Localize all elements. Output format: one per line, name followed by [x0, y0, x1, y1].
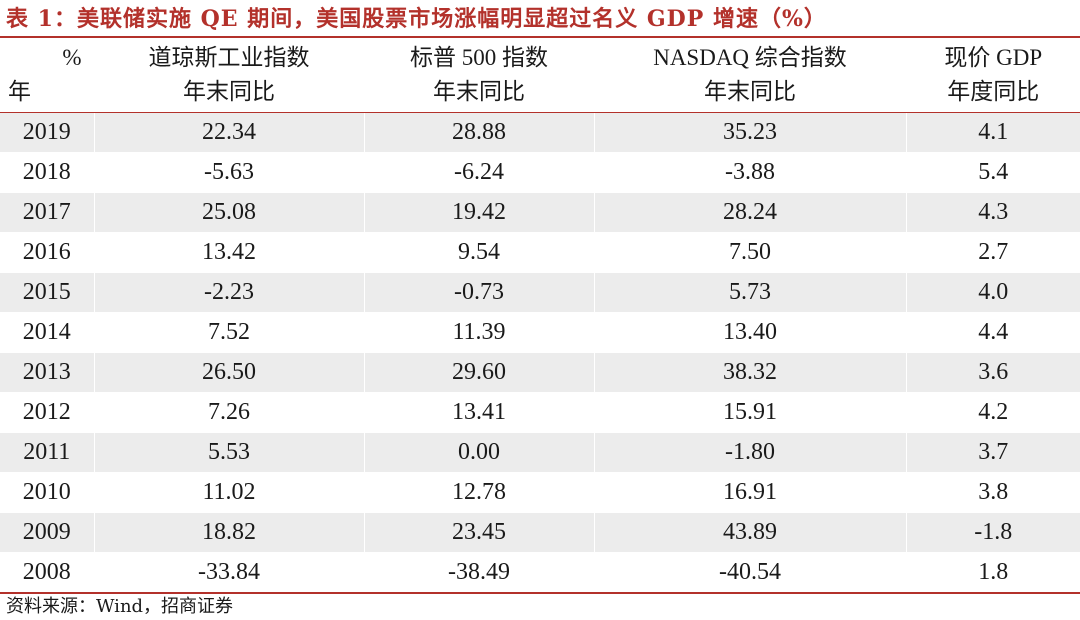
cell-year: 2016: [0, 232, 95, 273]
cell-year: 2008: [0, 552, 95, 594]
cell-year: 2010: [0, 472, 95, 513]
header-line1: 道琼斯工业指数: [148, 45, 310, 70]
cell-gdp: 3.7: [906, 432, 1080, 473]
cell-gdp: 1.8: [906, 552, 1080, 594]
cell-sp500: 12.78: [364, 472, 595, 513]
cell-dow: 7.26: [94, 392, 365, 433]
cell-gdp: 3.6: [906, 352, 1080, 393]
cell-sp500: -6.24: [364, 152, 595, 193]
header-line2: 年末同比: [704, 79, 796, 104]
header-line1: 标普 500 指数: [410, 45, 548, 70]
header-dow: 道琼斯工业指数 年末同比: [94, 38, 365, 113]
cell-gdp: 2.7: [906, 232, 1080, 273]
cell-nasdaq: 43.89: [594, 512, 907, 553]
table-row: 2017 25.08 19.42 28.24 4.3: [0, 192, 1080, 233]
year-label: 年: [8, 79, 31, 104]
table-row: 2018 -5.63 -6.24 -3.88 5.4: [0, 152, 1080, 193]
cell-sp500: 19.42: [364, 192, 595, 233]
cell-year: 2019: [0, 112, 95, 153]
cell-sp500: 28.88: [364, 112, 595, 153]
table-row: 2016 13.42 9.54 7.50 2.7: [0, 232, 1080, 273]
unit-label: %: [62, 45, 82, 70]
table-row: 2011 5.53 0.00 -1.80 3.7: [0, 432, 1080, 473]
cell-nasdaq: 28.24: [594, 192, 907, 233]
cell-nasdaq: -3.88: [594, 152, 907, 193]
header-line2: 年末同比: [433, 79, 525, 104]
cell-dow: 7.52: [94, 312, 365, 353]
cell-nasdaq: 35.23: [594, 112, 907, 153]
cell-gdp: 5.4: [906, 152, 1080, 193]
cell-dow: 11.02: [94, 472, 365, 513]
cell-year: 2017: [0, 192, 95, 233]
header-line1: 现价 GDP: [944, 45, 1043, 70]
corner-header: % 年: [0, 38, 95, 113]
cell-sp500: -38.49: [364, 552, 595, 594]
cell-dow: 26.50: [94, 352, 365, 393]
header-sp500: 标普 500 指数 年末同比: [364, 38, 595, 113]
cell-gdp: 4.2: [906, 392, 1080, 433]
table-row: 2019 22.34 28.88 35.23 4.1: [0, 112, 1080, 153]
cell-year: 2018: [0, 152, 95, 193]
cell-dow: -2.23: [94, 272, 365, 313]
cell-nasdaq: 38.32: [594, 352, 907, 393]
cell-nasdaq: 7.50: [594, 232, 907, 273]
header-line2: 年度同比: [947, 79, 1040, 104]
cell-sp500: 13.41: [364, 392, 595, 433]
cell-sp500: -0.73: [364, 272, 595, 313]
cell-gdp: 4.1: [906, 112, 1080, 153]
cell-gdp: 4.0: [906, 272, 1080, 313]
cell-sp500: 0.00: [364, 432, 595, 473]
cell-gdp: 4.3: [906, 192, 1080, 233]
table-row: 2010 11.02 12.78 16.91 3.8: [0, 472, 1080, 513]
cell-dow: 5.53: [94, 432, 365, 473]
table-body: 2019 22.34 28.88 35.23 4.1 2018 -5.63 -6.24 -3.8…: [0, 112, 1080, 594]
table-row: 2015 -2.23 -0.73 5.73 4.0: [0, 272, 1080, 313]
cell-dow: 13.42: [94, 232, 365, 273]
cell-nasdaq: 15.91: [594, 392, 907, 433]
cell-year: 2012: [0, 392, 95, 433]
title-rule: [0, 36, 1080, 38]
data-table: % 年 道琼斯工业指数 年末同比 标普 500 指数 年末同比 NASDAQ 综…: [0, 38, 1080, 594]
cell-year: 2015: [0, 272, 95, 313]
header-row: % 年 道琼斯工业指数 年末同比 标普 500 指数 年末同比 NASDAQ 综…: [0, 38, 1080, 113]
header-nasdaq: NASDAQ 综合指数 年末同比: [594, 38, 907, 113]
cell-gdp: 4.4: [906, 312, 1080, 353]
table-row: 2008 -33.84 -38.49 -40.54 1.8: [0, 552, 1080, 594]
cell-nasdaq: -40.54: [594, 552, 907, 594]
cell-dow: 25.08: [94, 192, 365, 233]
cell-nasdaq: -1.80: [594, 432, 907, 473]
header-line2: 年末同比: [183, 79, 275, 104]
cell-nasdaq: 16.91: [594, 472, 907, 513]
header-line1: NASDAQ 综合指数: [653, 45, 847, 70]
source-note: 资料来源：Wind，招商证券: [6, 596, 234, 617]
table-row: 2014 7.52 11.39 13.40 4.4: [0, 312, 1080, 353]
cell-nasdaq: 5.73: [594, 272, 907, 313]
cell-dow: -5.63: [94, 152, 365, 193]
cell-nasdaq: 13.40: [594, 312, 907, 353]
cell-gdp: -1.8: [906, 512, 1080, 553]
cell-dow: 18.82: [94, 512, 365, 553]
table-row: 2012 7.26 13.41 15.91 4.2: [0, 392, 1080, 433]
cell-dow: 22.34: [94, 112, 365, 153]
cell-sp500: 29.60: [364, 352, 595, 393]
table-row: 2013 26.50 29.60 38.32 3.6: [0, 352, 1080, 393]
cell-dow: -33.84: [94, 552, 365, 594]
cell-gdp: 3.8: [906, 472, 1080, 513]
header-gdp: 现价 GDP 年度同比: [906, 38, 1080, 113]
cell-year: 2009: [0, 512, 95, 553]
cell-sp500: 9.54: [364, 232, 595, 273]
cell-year: 2014: [0, 312, 95, 353]
cell-year: 2013: [0, 352, 95, 393]
cell-sp500: 23.45: [364, 512, 595, 553]
cell-year: 2011: [0, 432, 95, 473]
cell-sp500: 11.39: [364, 312, 595, 353]
table-title: 表 1：美联储实施 QE 期间，美国股票市场涨幅明显超过名义 GDP 增速（%）: [6, 6, 827, 32]
table-row: 2009 18.82 23.45 43.89 -1.8: [0, 512, 1080, 553]
